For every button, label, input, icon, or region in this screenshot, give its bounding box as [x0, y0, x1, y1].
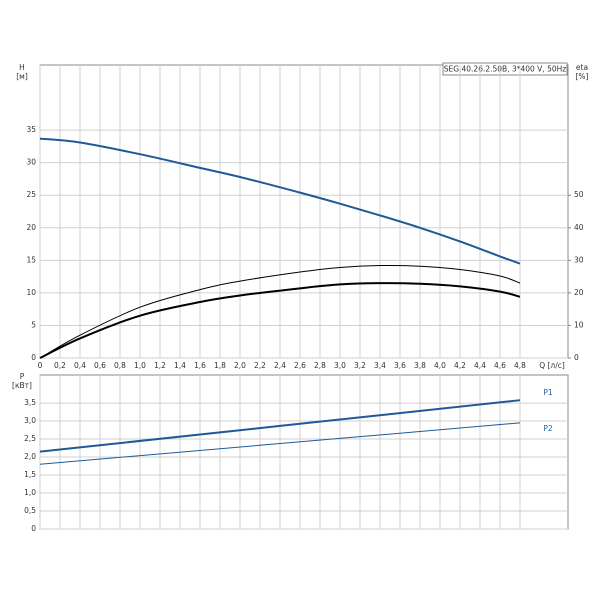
y-axis-unit: [м] [16, 72, 28, 81]
y2-tick-label: 10 [574, 320, 584, 329]
x-tick-label: 4,2 [454, 361, 466, 370]
plot-frame [39, 374, 569, 530]
title-box [442, 62, 568, 76]
y-tick-label: 3,0 [24, 416, 36, 425]
y2-tick-label: 20 [574, 288, 584, 297]
x-tick-label: 3,0 [334, 361, 346, 370]
x-tick-label: 3,8 [414, 361, 426, 370]
y-tick-label: 10 [26, 288, 36, 297]
x-tick-label: 3,2 [354, 361, 366, 370]
x-tick-label: 2,4 [274, 361, 286, 370]
y2-tick-label: 0 [574, 353, 579, 362]
x-axis-label: Q [л/с] [539, 361, 565, 370]
x-tick-label: 2,0 [234, 361, 246, 370]
plot-frame [39, 64, 569, 359]
x-tick-label: 3,6 [394, 361, 406, 370]
y-axis-label: H [19, 63, 25, 72]
chart-title: SEG.40.26.2.50B, 3*400 V, 50Hz [444, 65, 566, 74]
y2-tick-label: 30 [574, 255, 584, 264]
x-tick-label: 1,2 [154, 361, 166, 370]
y-axis-unit: [кВт] [12, 381, 32, 390]
x-tick-label: 2,8 [314, 361, 326, 370]
y-tick-label: 0 [31, 524, 36, 533]
y-tick-label: 25 [26, 190, 36, 199]
x-tick-label: 1,4 [174, 361, 186, 370]
curve [39, 399, 521, 453]
y-tick-label: 15 [26, 255, 36, 264]
x-tick-label: 4,4 [474, 361, 486, 370]
curve [39, 264, 521, 359]
curve [39, 137, 521, 265]
y-tick-label: 3,5 [24, 398, 36, 407]
x-tick-label: 1,8 [214, 361, 226, 370]
x-tick-label: 3,4 [374, 361, 386, 370]
x-tick-label: 0,4 [74, 361, 86, 370]
y-tick-label: 35 [26, 125, 36, 134]
x-tick-label: 0,6 [94, 361, 106, 370]
x-tick-label: 0,8 [114, 361, 126, 370]
x-tick-label: 0,2 [54, 361, 66, 370]
y-tick-label: 0,5 [24, 506, 36, 515]
x-tick-label: 4,6 [494, 361, 506, 370]
x-tick-label: 0 [38, 361, 43, 370]
x-tick-label: 1,0 [134, 361, 146, 370]
y2-axis-label: eta [576, 63, 588, 72]
y2-axis-unit: [%] [576, 72, 589, 81]
x-tick-label: 2,2 [254, 361, 266, 370]
x-tick-label: 1,6 [194, 361, 206, 370]
x-tick-label: 4,8 [514, 361, 526, 370]
y-tick-label: 2,5 [24, 434, 36, 443]
y-tick-label: 0 [31, 353, 36, 362]
x-tick-label: 4,0 [434, 361, 446, 370]
y-axis-label: P [20, 372, 25, 381]
y-tick-label: 2,0 [24, 452, 36, 461]
y-tick-label: 1,5 [24, 470, 36, 479]
curve [39, 422, 521, 465]
y2-tick-label: 50 [574, 190, 584, 199]
y-tick-label: 30 [26, 158, 36, 167]
y2-tick-label: 40 [574, 223, 584, 232]
curve [39, 282, 521, 359]
legend-label: P1 [543, 388, 553, 397]
y-tick-label: 5 [31, 320, 36, 329]
legend-label: P2 [543, 424, 553, 433]
y-tick-label: 1,0 [24, 488, 36, 497]
y-tick-label: 20 [26, 223, 36, 232]
x-tick-label: 2,6 [294, 361, 306, 370]
